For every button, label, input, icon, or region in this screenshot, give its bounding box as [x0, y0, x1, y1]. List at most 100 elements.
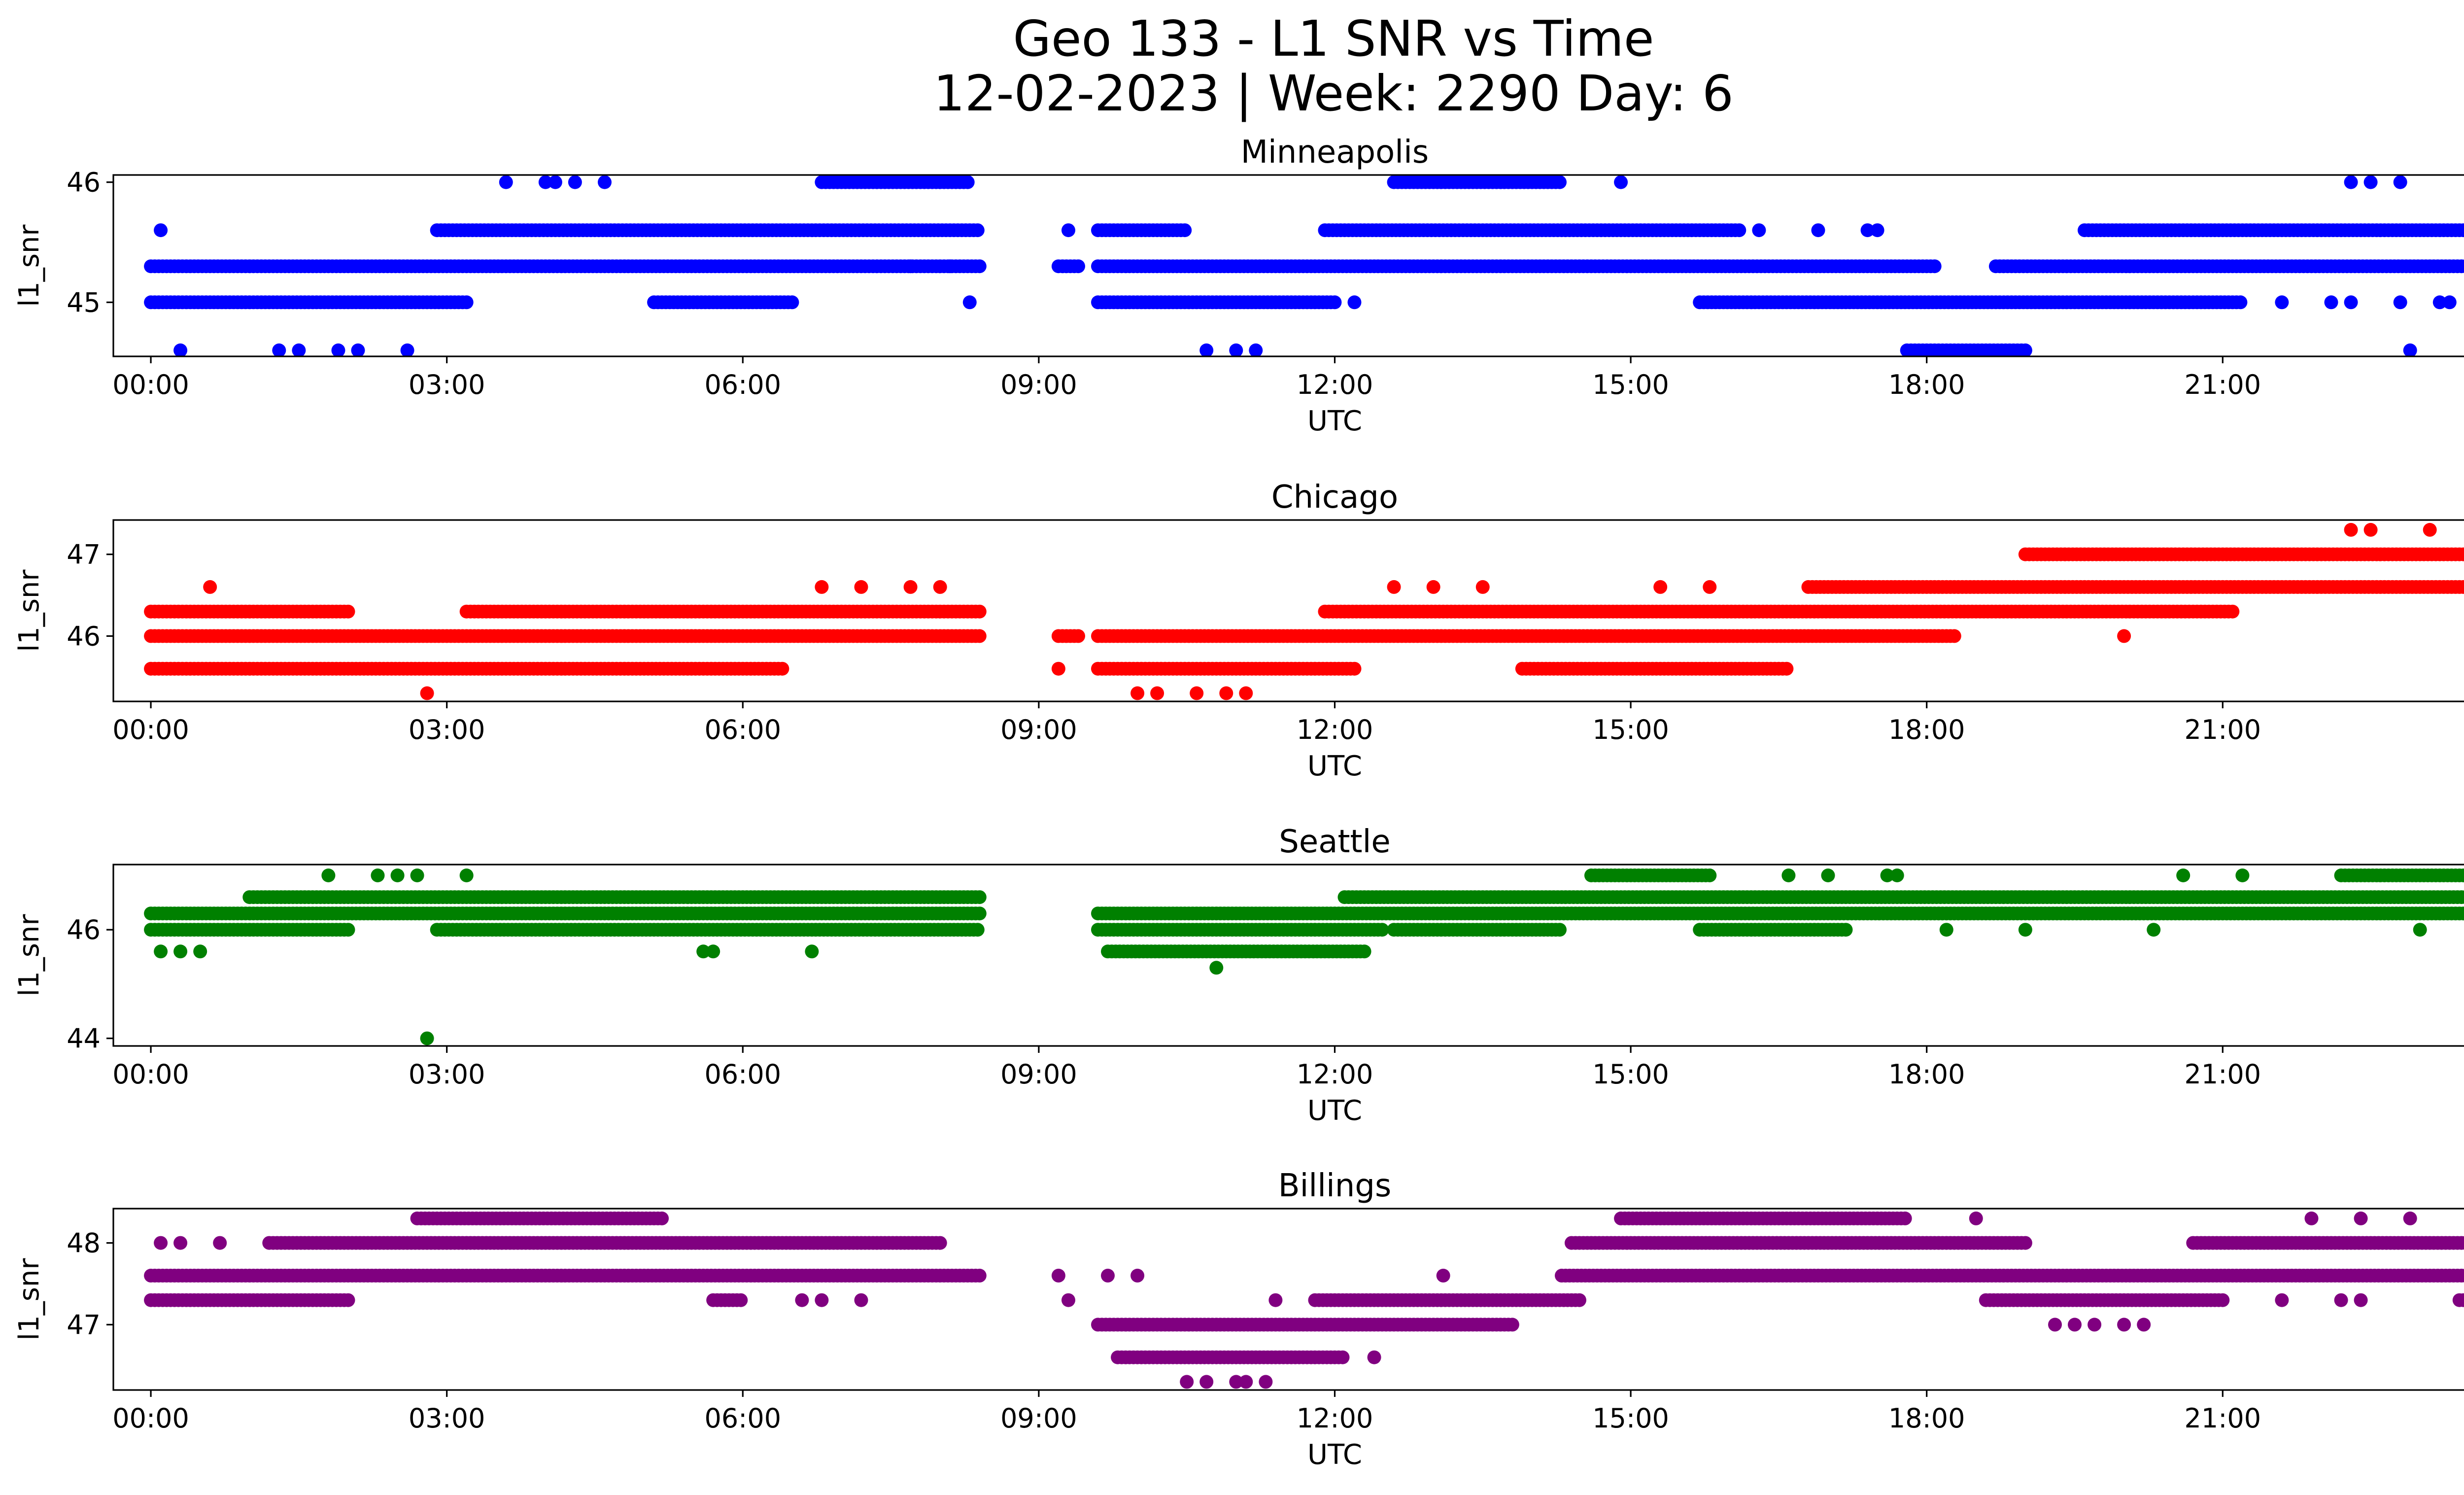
chicago-point	[420, 686, 434, 700]
chicago-ytick-label: 47	[67, 539, 101, 570]
seattle-point	[2018, 923, 2032, 937]
seattle-point	[390, 869, 405, 882]
minneapolis-point	[1199, 343, 1214, 356]
minneapolis-point	[2442, 295, 2457, 310]
minneapolis-point	[173, 343, 188, 356]
seattle-point	[706, 944, 720, 959]
seattle-ylabel: l1_snr	[13, 914, 45, 997]
chicago-point	[1475, 580, 1490, 594]
chicago-point	[903, 580, 918, 594]
billings-title: Billings	[1278, 1168, 1392, 1204]
minneapolis-xtick-label: 03:00	[409, 369, 485, 400]
seattle-point	[2458, 890, 2464, 904]
chicago-point	[815, 580, 829, 594]
chicago-xtick-label: 03:00	[409, 714, 485, 745]
chicago-xlabel: UTC	[1307, 750, 1362, 782]
chicago-title: Chicago	[1271, 479, 1398, 516]
minneapolis-point	[1752, 223, 1766, 238]
chicago-ylabel: l1_snr	[13, 569, 45, 652]
minneapolis-point	[400, 343, 414, 356]
chicago-point	[1239, 686, 1253, 700]
minneapolis-point	[972, 259, 987, 274]
seattle-title: Seattle	[1279, 824, 1391, 860]
chicago-point	[1703, 580, 1717, 594]
chicago-point	[854, 580, 868, 594]
minneapolis-point	[538, 175, 552, 189]
minneapolis-point	[962, 295, 977, 310]
minneapolis-point	[943, 259, 957, 274]
minneapolis-point	[903, 259, 918, 274]
minneapolis-point	[2403, 343, 2417, 356]
seattle-point	[420, 1031, 434, 1045]
minneapolis-point	[1178, 223, 1192, 238]
minneapolis-point	[1328, 295, 1342, 310]
chicago-point	[2460, 581, 2464, 593]
minneapolis-point	[499, 175, 513, 189]
seattle-point	[459, 869, 474, 882]
chicago-xtick-label: 18:00	[1888, 714, 1965, 745]
seattle-point	[2460, 869, 2464, 882]
minneapolis-point	[351, 343, 365, 356]
minneapolis-xtick-label: 18:00	[1888, 369, 1965, 400]
minneapolis-xtick-label: 12:00	[1297, 369, 1373, 400]
minneapolis-point	[1553, 175, 1567, 189]
seattle-point	[970, 923, 985, 937]
seattle-point	[2176, 869, 2190, 882]
minneapolis-point	[960, 175, 975, 189]
seattle-point	[972, 890, 987, 904]
minneapolis-point	[2233, 295, 2248, 310]
minneapolis-point	[2344, 295, 2358, 310]
seattle-point	[1839, 923, 1853, 937]
chicago-point	[1426, 580, 1440, 594]
seattle-ytick-label: 44	[67, 1023, 101, 1054]
seattle-point	[696, 944, 711, 959]
chicago-xtick-label: 21:00	[2185, 714, 2261, 745]
minneapolis-point	[1347, 295, 1362, 310]
minneapolis-point	[2393, 175, 2407, 189]
chicago-point	[1130, 686, 1145, 700]
minneapolis-point	[548, 175, 562, 189]
seattle-point	[410, 869, 424, 882]
minneapolis-point	[1614, 175, 1628, 189]
minneapolis-point	[272, 343, 286, 356]
chicago-point	[203, 580, 217, 594]
chicago-point	[1051, 661, 1065, 676]
seattle-xtick-label: 12:00	[1297, 1059, 1373, 1090]
minneapolis-point	[2324, 295, 2338, 310]
chicago-xtick-label: 09:00	[1000, 714, 1077, 745]
chicago-point	[2423, 522, 2437, 537]
minneapolis-point	[785, 295, 799, 310]
minneapolis-title: Minneapolis	[1241, 134, 1429, 171]
seattle-xtick-label: 15:00	[1592, 1059, 1669, 1090]
chicago-point	[2363, 522, 2378, 537]
chicago-point	[1150, 686, 1164, 700]
seattle-point	[321, 869, 336, 882]
seattle-point	[1357, 944, 1371, 959]
seattle-point	[1703, 869, 1717, 882]
minneapolis-xtick-label: 15:00	[1592, 369, 1669, 400]
minneapolis-ylabel: l1_snr	[13, 224, 45, 307]
seattle-xtick-label: 03:00	[409, 1059, 485, 1090]
seattle-point	[805, 944, 819, 959]
minneapolis-point	[1071, 259, 1085, 274]
minneapolis-point	[1927, 259, 1942, 274]
seattle-point	[1821, 869, 1835, 882]
billings-point	[972, 1268, 987, 1283]
chicago-point	[341, 604, 355, 619]
billings-points	[144, 1211, 2464, 1389]
minneapolis-point	[292, 343, 306, 356]
seattle-point	[154, 944, 168, 959]
minneapolis-point	[2458, 259, 2464, 273]
minneapolis-point	[1229, 343, 1243, 356]
minneapolis-point	[459, 295, 474, 310]
minneapolis-xtick-label: 09:00	[1000, 369, 1077, 400]
chicago-xtick-label: 06:00	[704, 714, 781, 745]
minneapolis-point	[568, 175, 582, 189]
minneapolis-point	[1061, 223, 1075, 238]
seattle-point	[972, 906, 987, 921]
